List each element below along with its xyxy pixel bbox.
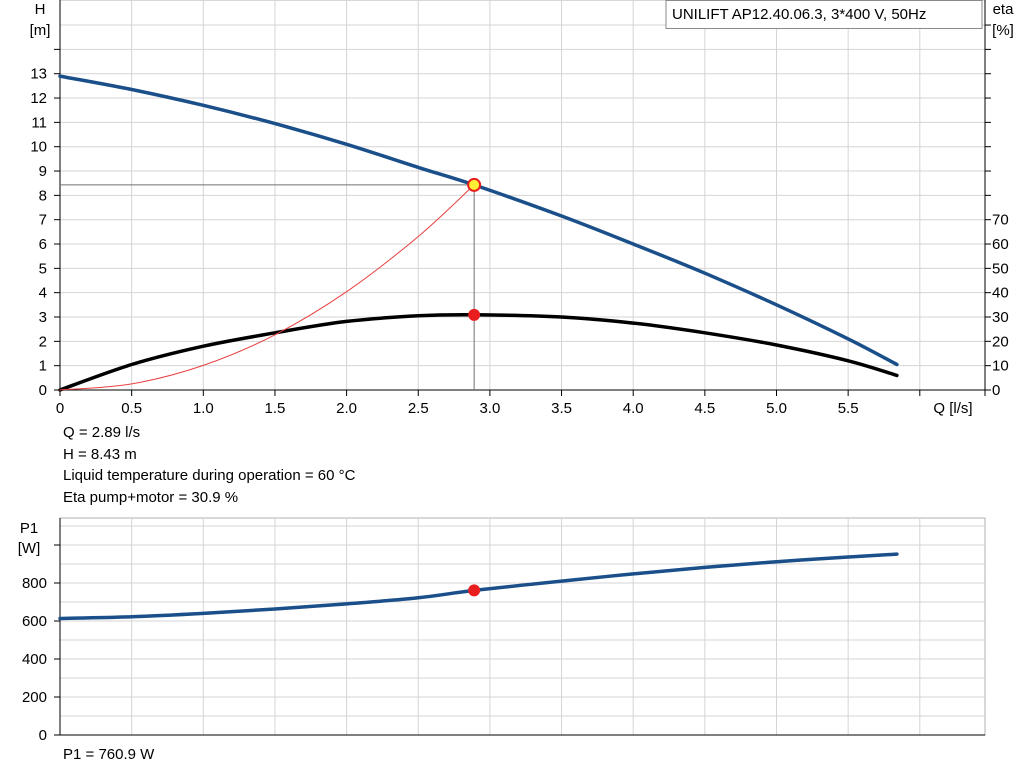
main-x-tick-label: 1.5: [265, 400, 286, 417]
chart-title: UNILIFT AP12.40.06.3, 3*400 V, 50Hz: [672, 6, 926, 23]
main-y-tick-label: 3: [39, 309, 47, 326]
main-x-tick-label: 1.0: [193, 400, 214, 417]
main-y2-tick-label: 70: [992, 212, 1009, 229]
main-x-tick-label: 3.0: [479, 400, 500, 417]
main-x-tick-label: 2.0: [336, 400, 357, 417]
main-y-axis-unit: [m]: [30, 22, 51, 39]
info-temp: Liquid temperature during operation = 60…: [63, 467, 356, 484]
main-x-tick-label: 0.5: [121, 400, 142, 417]
power-y-tick-label: 400: [22, 651, 47, 668]
main-y2-axis-name: eta: [993, 1, 1015, 18]
main-x-tick-label: 4.0: [623, 400, 644, 417]
power-y-tick-label: 800: [22, 575, 47, 592]
main-y-tick-label: 6: [39, 236, 47, 253]
main-y2-axis-unit: [%]: [992, 22, 1014, 39]
info-q: Q = 2.89 l/s: [63, 424, 141, 441]
main-x-axis-label: Q [l/s]: [933, 400, 972, 417]
main-y2-tick-label: 20: [992, 333, 1009, 350]
main-x-tick-label: 4.5: [694, 400, 715, 417]
main-x-tick-label: 3.5: [551, 400, 572, 417]
power-y-axis-name: P1: [20, 520, 38, 537]
main-y-tick-label: 13: [30, 66, 47, 83]
main-y-tick-label: 8: [39, 187, 47, 204]
main-y2-tick-label: 0: [992, 382, 1000, 399]
main-y2-tick-label: 50: [992, 260, 1009, 277]
main-x-tick-label: 5.0: [766, 400, 787, 417]
main-x-tick-label: 0: [56, 400, 64, 417]
power-y-tick-label: 0: [39, 727, 47, 744]
series-system-curve-line: [59, 184, 475, 391]
info-h: H = 8.43 m: [63, 446, 137, 463]
main-y-tick-label: 12: [30, 90, 47, 107]
duty-point-eta-marker: [468, 308, 481, 321]
power-y-tick-label: 600: [22, 613, 47, 630]
power-plot-frame: [59, 517, 986, 736]
main-y2-tick-label: 30: [992, 309, 1009, 326]
main-y-tick-label: 11: [31, 114, 47, 131]
main-y-axis-name: H: [35, 1, 46, 18]
duty-point-p1-marker: [468, 584, 481, 597]
main-y2-tick-label: 60: [992, 236, 1009, 253]
main-y-tick-label: 5: [39, 260, 47, 277]
info-p1: P1 = 760.9 W: [63, 746, 155, 763]
main-y-tick-label: 9: [39, 163, 47, 180]
chart-title-box: [665, 0, 983, 29]
duty-point-h-marker: [467, 177, 482, 192]
main-y-tick-label: 10: [30, 139, 47, 156]
main-y-tick-label: 4: [39, 285, 47, 302]
main-x-tick-label: 2.5: [408, 400, 429, 417]
main-x-tick-label: 5.5: [838, 400, 859, 417]
power-y-axis-unit: [W]: [18, 540, 41, 557]
main-y-tick-label: 7: [39, 212, 47, 229]
info-eta: Eta pump+motor = 30.9 %: [63, 489, 239, 506]
main-y2-tick-label: 40: [992, 285, 1009, 302]
main-y-tick-label: 0: [39, 382, 47, 399]
main-y-tick-label: 2: [39, 333, 47, 350]
main-y2-tick-label: 10: [992, 358, 1009, 375]
main-y-tick-label: 1: [39, 358, 47, 375]
power-y-tick-label: 200: [22, 689, 47, 706]
